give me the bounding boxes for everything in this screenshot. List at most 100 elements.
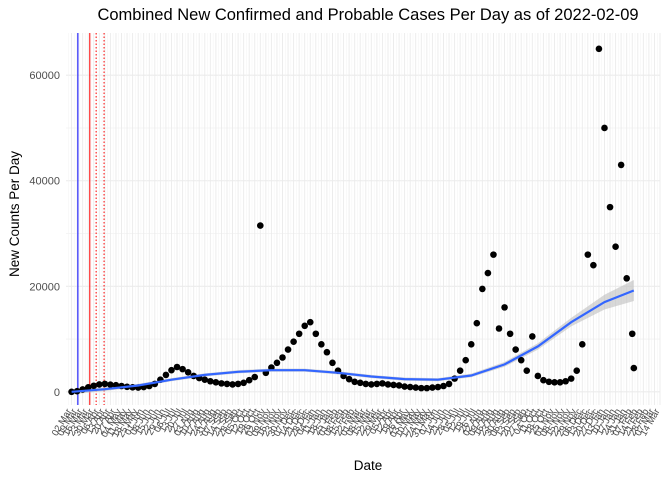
data-point bbox=[534, 372, 542, 380]
data-point bbox=[630, 364, 638, 372]
data-point bbox=[545, 378, 553, 386]
data-point bbox=[68, 388, 75, 396]
data-point bbox=[223, 380, 231, 388]
data-point bbox=[440, 382, 447, 390]
data-point bbox=[578, 341, 586, 348]
data-point bbox=[384, 381, 392, 388]
data-point bbox=[184, 368, 192, 376]
data-point bbox=[551, 379, 558, 386]
data-point bbox=[529, 333, 536, 340]
data-point bbox=[445, 380, 453, 388]
data-point bbox=[501, 304, 508, 311]
x-axis-title: Date bbox=[354, 458, 383, 473]
data-point bbox=[379, 380, 386, 387]
data-point bbox=[540, 376, 547, 384]
reference-lines bbox=[77, 33, 105, 405]
y-axis-title: New Counts Per Day bbox=[7, 151, 22, 277]
data-point bbox=[517, 356, 525, 364]
chart-title: Combined New Confirmed and Probable Case… bbox=[97, 6, 638, 24]
data-point bbox=[628, 330, 636, 338]
data-point bbox=[395, 382, 403, 389]
data-point bbox=[279, 354, 286, 361]
data-point bbox=[218, 380, 225, 387]
smooth-trend-line bbox=[71, 289, 635, 393]
data-point bbox=[390, 381, 397, 389]
data-point bbox=[295, 330, 303, 338]
data-point bbox=[556, 379, 564, 386]
data-point bbox=[84, 384, 92, 391]
data-point bbox=[562, 377, 569, 385]
data-point bbox=[584, 251, 592, 258]
y-tick-label: 40000 bbox=[29, 176, 60, 188]
data-point bbox=[434, 383, 442, 391]
smooth-line-layer bbox=[71, 289, 635, 393]
data-point bbox=[590, 261, 597, 269]
data-point bbox=[168, 366, 175, 374]
data-point bbox=[301, 322, 309, 330]
data-point bbox=[345, 375, 353, 383]
data-point bbox=[229, 381, 236, 388]
data-point bbox=[256, 222, 264, 229]
data-point bbox=[462, 356, 470, 364]
data-point bbox=[373, 380, 381, 388]
data-point bbox=[567, 375, 575, 382]
y-tick-labels: 0 20000 40000 60000 bbox=[29, 70, 60, 399]
data-point bbox=[107, 381, 114, 388]
data-point bbox=[412, 384, 420, 391]
data-point bbox=[467, 341, 475, 348]
data-point bbox=[606, 203, 614, 211]
y-tick-label: 60000 bbox=[29, 70, 60, 82]
data-point bbox=[284, 346, 292, 353]
data-point bbox=[617, 161, 625, 169]
data-point bbox=[479, 285, 486, 293]
data-point bbox=[173, 363, 181, 371]
data-point bbox=[473, 319, 481, 327]
data-point bbox=[490, 251, 497, 258]
data-point bbox=[290, 338, 297, 345]
data-point bbox=[234, 380, 242, 388]
data-point bbox=[201, 376, 209, 383]
data-point bbox=[251, 373, 259, 381]
data-point bbox=[90, 382, 98, 390]
grid-layer bbox=[66, 33, 661, 405]
data-point bbox=[96, 381, 103, 388]
data-point bbox=[406, 383, 414, 391]
data-point bbox=[318, 341, 325, 348]
data-point bbox=[623, 275, 630, 282]
data-point bbox=[207, 377, 214, 385]
data-point bbox=[423, 384, 431, 392]
data-point bbox=[512, 346, 519, 353]
data-point bbox=[484, 269, 492, 277]
data-point bbox=[312, 330, 320, 338]
data-point bbox=[273, 359, 281, 367]
data-point bbox=[429, 384, 436, 391]
data-point bbox=[495, 325, 503, 332]
data-point bbox=[306, 318, 314, 326]
data-point bbox=[506, 330, 514, 338]
data-point bbox=[329, 359, 336, 367]
data-point bbox=[573, 367, 581, 375]
data-point bbox=[417, 384, 425, 392]
data-point bbox=[323, 348, 331, 356]
data-point bbox=[356, 379, 364, 387]
data-point bbox=[523, 367, 531, 375]
y-tick-label: 20000 bbox=[29, 281, 60, 293]
data-point bbox=[212, 379, 220, 386]
data-point bbox=[368, 381, 375, 388]
data-point bbox=[351, 378, 358, 386]
y-tick-label: 0 bbox=[54, 387, 60, 399]
data-point bbox=[162, 371, 170, 379]
data-point bbox=[179, 365, 186, 373]
data-point bbox=[362, 380, 370, 388]
data-point bbox=[595, 45, 603, 53]
data-point bbox=[101, 380, 109, 388]
data-point bbox=[456, 367, 464, 375]
data-point bbox=[245, 376, 253, 384]
data-point bbox=[612, 243, 619, 251]
data-point bbox=[601, 124, 608, 132]
data-point bbox=[401, 383, 408, 390]
data-point bbox=[240, 379, 247, 387]
